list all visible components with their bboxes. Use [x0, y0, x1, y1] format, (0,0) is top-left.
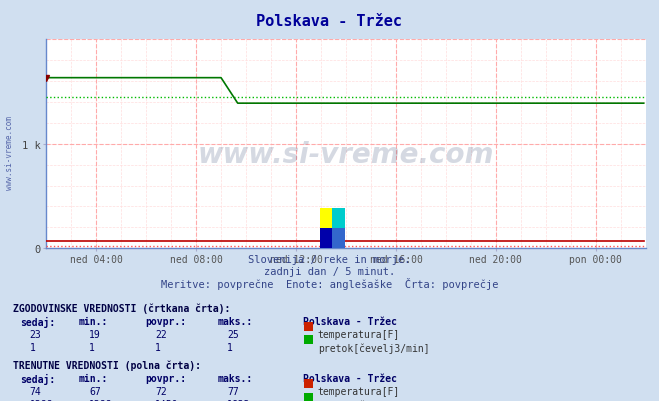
Text: temperatura[F]: temperatura[F]: [318, 329, 400, 339]
Text: maks.:: maks.:: [217, 373, 252, 383]
Text: sedaj:: sedaj:: [20, 316, 55, 327]
Text: 1632: 1632: [227, 399, 251, 401]
Text: min.:: min.:: [79, 373, 109, 383]
Text: 23: 23: [30, 329, 42, 339]
Text: 1388: 1388: [30, 399, 53, 401]
Text: Polskava - Tržec: Polskava - Tržec: [256, 14, 403, 29]
Text: min.:: min.:: [79, 316, 109, 326]
Text: Polskava - Tržec: Polskava - Tržec: [303, 316, 397, 326]
Text: Slovenija / reke in morje.: Slovenija / reke in morje.: [248, 255, 411, 265]
Text: TRENUTNE VREDNOSTI (polna črta):: TRENUTNE VREDNOSTI (polna črta):: [13, 360, 201, 370]
Text: 1450: 1450: [155, 399, 179, 401]
Text: sedaj:: sedaj:: [20, 373, 55, 384]
Text: 1: 1: [227, 342, 233, 352]
Text: pretok[čevelj3/min]: pretok[čevelj3/min]: [318, 342, 429, 353]
Text: www.si-vreme.com: www.si-vreme.com: [198, 141, 494, 169]
Text: povpr.:: povpr.:: [145, 316, 186, 326]
Text: zadnji dan / 5 minut.: zadnji dan / 5 minut.: [264, 266, 395, 276]
Text: 72: 72: [155, 386, 167, 396]
Text: 77: 77: [227, 386, 239, 396]
Text: Polskava - Tržec: Polskava - Tržec: [303, 373, 397, 383]
Text: 74: 74: [30, 386, 42, 396]
Text: 1: 1: [30, 342, 36, 352]
Text: 19: 19: [89, 329, 101, 339]
Text: 22: 22: [155, 329, 167, 339]
Text: povpr.:: povpr.:: [145, 373, 186, 383]
Text: 1388: 1388: [89, 399, 113, 401]
Text: 1: 1: [89, 342, 95, 352]
Text: temperatura[F]: temperatura[F]: [318, 386, 400, 396]
Text: 25: 25: [227, 329, 239, 339]
Text: 1: 1: [155, 342, 161, 352]
Text: 67: 67: [89, 386, 101, 396]
Text: Meritve: povprečne  Enote: anglešaške  Črta: povprečje: Meritve: povprečne Enote: anglešaške Črt…: [161, 277, 498, 289]
Text: ZGODOVINSKE VREDNOSTI (črtkana črta):: ZGODOVINSKE VREDNOSTI (črtkana črta):: [13, 303, 231, 313]
Text: www.si-vreme.com: www.si-vreme.com: [5, 115, 14, 189]
Text: pretok[čevelj3/min]: pretok[čevelj3/min]: [318, 399, 429, 401]
Text: maks.:: maks.:: [217, 316, 252, 326]
